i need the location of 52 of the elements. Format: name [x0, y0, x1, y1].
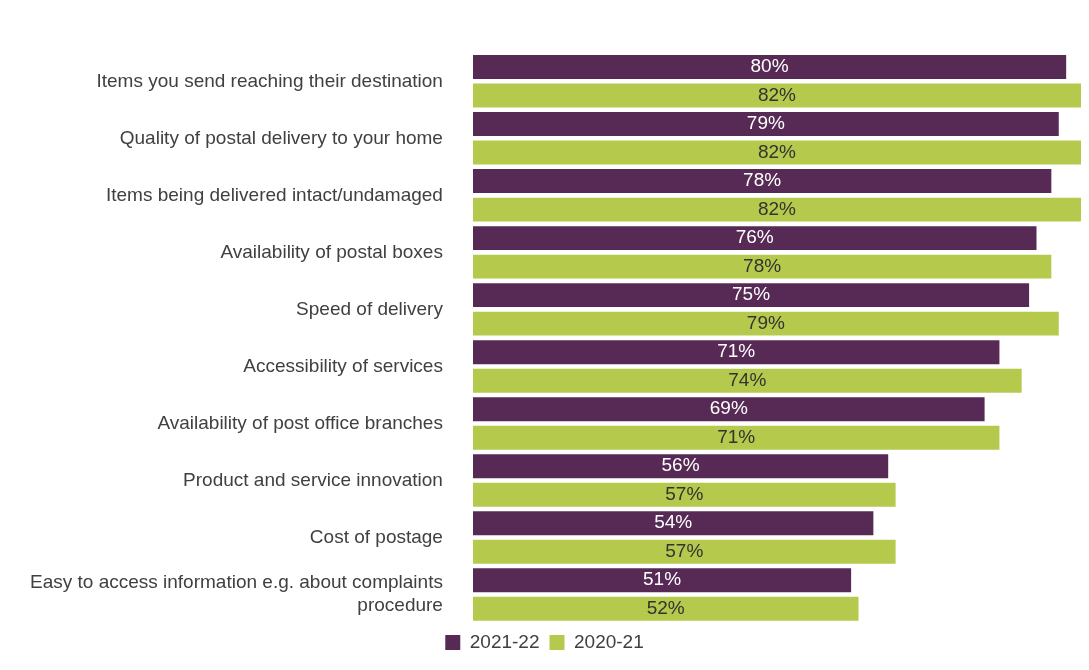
y-tick-label: Availability of post office branches — [157, 411, 443, 433]
data-label: 57% — [665, 539, 704, 561]
bar — [472, 539, 896, 564]
data-label: 75% — [732, 283, 771, 305]
y-tick-label: Quality of postal delivery to your home — [119, 126, 443, 148]
data-label: 78% — [743, 169, 782, 191]
y-tick-label: Availability of postal boxes — [220, 240, 443, 262]
bar — [472, 226, 1037, 251]
bar — [472, 311, 1059, 336]
y-tick-label: Speed of delivery — [296, 297, 444, 319]
data-label: 71% — [717, 425, 756, 447]
bar — [472, 197, 1081, 222]
bar — [472, 169, 1052, 194]
y-tick-label: Accessibility of services — [243, 354, 443, 376]
bar — [472, 511, 874, 536]
bar — [472, 55, 1067, 80]
bar — [472, 340, 1000, 365]
bar — [472, 140, 1081, 165]
bar — [472, 596, 859, 621]
data-label: 80% — [750, 55, 789, 77]
bar — [472, 283, 1030, 308]
data-label: 56% — [661, 454, 700, 476]
bar — [472, 482, 896, 507]
data-label: 79% — [746, 311, 785, 333]
y-tick-label: Items being delivered intact/undamaged — [106, 183, 443, 205]
data-label: 79% — [746, 112, 785, 134]
bar — [472, 425, 1000, 450]
y-tick-label: Easy to access information e.g. about complaints procedure — [30, 571, 443, 616]
bar — [472, 397, 985, 422]
data-label: 57% — [665, 482, 704, 504]
bar — [472, 454, 889, 479]
data-label: 82% — [757, 140, 797, 162]
y-tick-label: Cost of postage — [309, 525, 443, 547]
data-label: 82% — [757, 197, 797, 219]
data-label: 74% — [728, 368, 767, 390]
data-label: 51% — [643, 568, 682, 590]
bar — [472, 254, 1052, 279]
data-label: 54% — [654, 511, 693, 533]
bar — [472, 568, 852, 593]
data-label: 82% — [757, 83, 797, 105]
bar — [472, 83, 1081, 108]
data-label: 52% — [646, 596, 685, 618]
data-label: 71% — [717, 340, 756, 362]
data-label: 69% — [709, 397, 748, 419]
y-tick-label: Items you send reaching their destination — [96, 69, 443, 91]
y-tick-label: Product and service innovation — [183, 468, 443, 490]
bar — [472, 112, 1059, 137]
data-label: 78% — [743, 254, 782, 276]
legend-label: 2021-22 — [469, 630, 540, 652]
data-label: 76% — [735, 226, 774, 248]
bar — [472, 368, 1022, 393]
legend-label: 2020-21 — [574, 630, 644, 652]
